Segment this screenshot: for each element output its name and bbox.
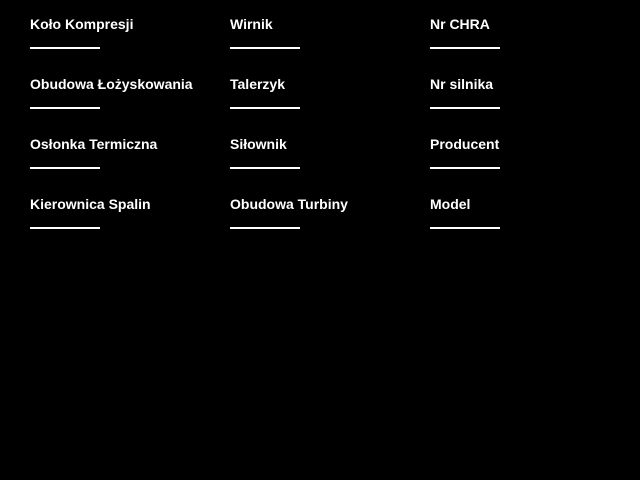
field-model: Model xyxy=(430,197,620,229)
nr-silnika-label: Nr silnika xyxy=(430,76,494,92)
field-kierownica-spalin: Kierownica Spalin xyxy=(30,197,220,229)
kolo-kompresji-input[interactable] xyxy=(30,35,100,49)
kierownica-spalin-input[interactable] xyxy=(30,215,100,229)
oslonka-termiczna-input[interactable] xyxy=(30,155,100,169)
oslonka-termiczna-label: Osłonka Termiczna xyxy=(30,136,158,152)
field-talerzyk: Talerzyk xyxy=(230,77,420,109)
obudowa-lozyskowania-input[interactable] xyxy=(30,95,100,109)
obudowa-lozyskowania-label: Obudowa Łożyskowania xyxy=(30,76,193,92)
silownik-input[interactable] xyxy=(230,155,300,169)
nr-chra-input[interactable] xyxy=(430,35,500,49)
field-kolo-kompresji: Koło Kompresji xyxy=(30,17,220,49)
talerzyk-input[interactable] xyxy=(230,95,300,109)
field-silownik: Siłownik xyxy=(230,137,420,169)
silownik-label: Siłownik xyxy=(230,136,287,152)
field-nr-chra: Nr CHRA xyxy=(430,17,620,49)
wirnik-input[interactable] xyxy=(230,35,300,49)
nr-chra-label: Nr CHRA xyxy=(430,16,490,32)
field-oslonka-termiczna: Osłonka Termiczna xyxy=(30,137,220,169)
model-input[interactable] xyxy=(430,215,500,229)
model-label: Model xyxy=(430,196,471,212)
talerzyk-label: Talerzyk xyxy=(230,76,285,92)
kierownica-spalin-label: Kierownica Spalin xyxy=(30,196,151,212)
field-obudowa-turbiny: Obudowa Turbiny xyxy=(230,197,420,229)
field-obudowa-lozyskowania: Obudowa Łożyskowania xyxy=(30,77,220,109)
obudowa-turbiny-label: Obudowa Turbiny xyxy=(230,196,348,212)
field-wirnik: Wirnik xyxy=(230,17,420,49)
producent-label: Producent xyxy=(430,136,500,152)
wirnik-label: Wirnik xyxy=(230,16,273,32)
producent-input[interactable] xyxy=(430,155,500,169)
obudowa-turbiny-input[interactable] xyxy=(230,215,300,229)
kolo-kompresji-label: Koło Kompresji xyxy=(30,16,134,32)
field-nr-silnika: Nr silnika xyxy=(430,77,620,109)
field-producent: Producent xyxy=(430,137,620,169)
nr-silnika-input[interactable] xyxy=(430,95,500,109)
